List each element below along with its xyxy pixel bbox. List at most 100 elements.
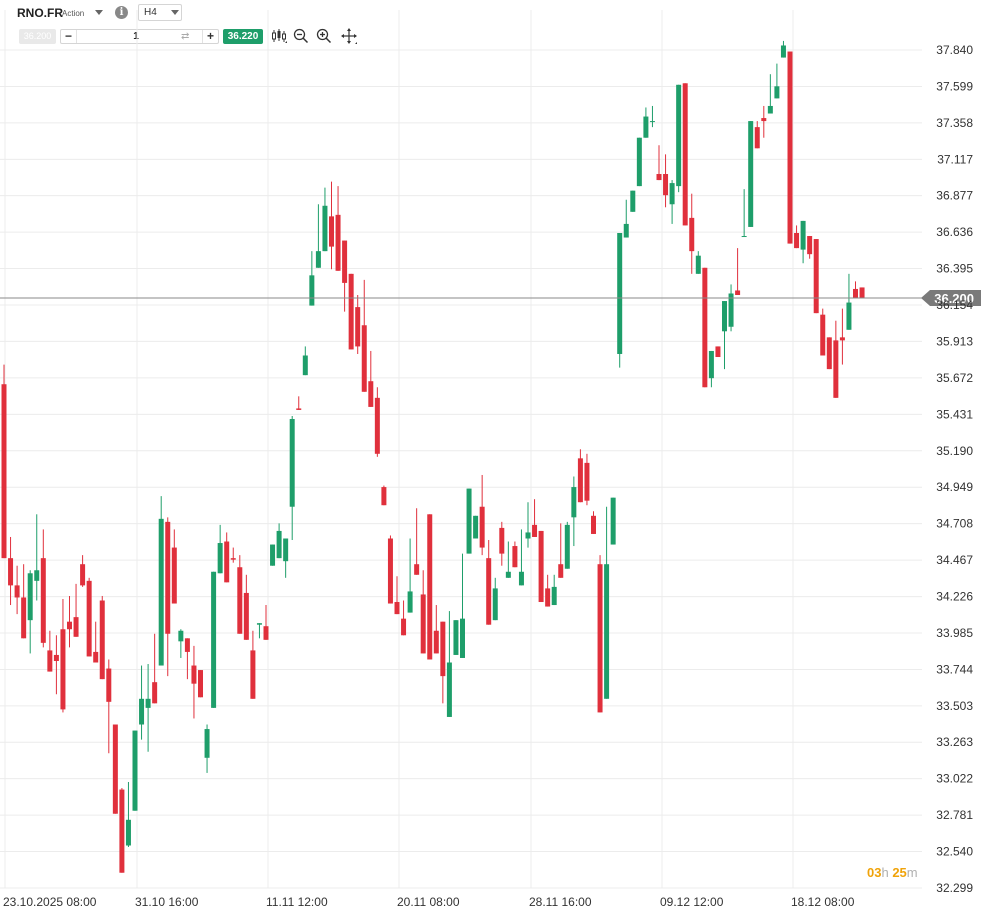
timeframe-dropdown-icon [171,10,179,15]
candle-body [708,350,714,379]
candle-body [800,220,806,250]
x-tick-label: 28.11 16:00 [529,895,592,909]
price-axis: 37.840 37.599 37.358 37.117 36.877 36.636 36.3… [936,43,973,895]
candle-body [302,355,308,376]
candle-body [525,532,531,539]
candle-body [21,597,27,639]
candle-body [283,538,289,562]
x-tick-label: 23.10.2025 08:00 [3,895,97,909]
candle-body [374,397,380,454]
candle-body [643,116,649,138]
candle-countdown: 03h 25m [867,865,918,880]
candle-body [479,506,485,548]
candle-body [217,543,223,574]
candle-body [604,564,610,699]
y-tick-label: 37.358 [936,116,973,130]
quantity-value[interactable]: 1 [133,31,139,42]
candle-body [597,564,603,713]
zoom-out-icon[interactable] [292,27,310,45]
candle-body [722,301,727,332]
candle-body [774,86,780,99]
candle-body [106,668,112,702]
candle-body [309,275,315,306]
candle-body [237,567,243,634]
info-icon[interactable]: i [115,6,128,19]
candle-body [466,488,472,554]
y-tick-label: 33.503 [936,699,973,713]
candle-body [27,573,33,621]
candle-body [492,588,498,621]
y-tick-label: 36.877 [936,189,973,203]
y-tick-label: 35.913 [936,334,973,348]
candle-body [119,789,125,873]
candle-body [394,602,400,615]
y-tick-label: 34.467 [936,553,973,567]
candle-body [807,236,813,255]
candle-body [551,586,557,606]
candle-body [204,729,210,758]
candle-body [715,346,721,358]
candle-body [276,530,282,559]
candle-body [348,273,354,350]
x-tick-label: 09.12 12:00 [660,895,724,909]
candle-body [512,546,518,568]
candle-body [656,174,662,181]
time-axis: 23.10.2025 08:00 31.10 16:00 11.11 12:00 20… [3,895,855,909]
x-tick-label: 31.10 16:00 [135,895,199,909]
candle-body [617,232,623,354]
chart-grid [0,10,922,889]
countdown-hours: 03 [867,865,882,880]
quantity-increase-button[interactable]: + [202,30,218,43]
candles-icon[interactable] [270,27,288,45]
candle-body [80,564,86,586]
candle-body [735,290,741,296]
quantity-stepper[interactable]: − 1 ⇄ + [60,29,219,44]
candle-body [636,137,642,187]
candle-body [165,521,171,634]
candle-body [381,487,387,506]
candle-body [125,819,131,846]
candle-body [73,617,79,637]
candle-body [322,205,328,252]
countdown-minutes-unit: m [906,865,918,880]
candle-body [178,630,184,642]
candle-body [505,571,511,578]
sell-price-button[interactable]: 36.200 [19,29,56,44]
candle-body [794,232,800,249]
y-tick-label: 34.226 [936,590,973,604]
y-tick-label: 33.985 [936,626,973,640]
candle-body [14,585,20,598]
current-price-label: 36.200 [934,291,974,306]
x-tick-label: 20.11 08:00 [397,895,460,909]
candle-body [433,630,439,654]
candle-body [846,302,852,330]
swap-icon[interactable]: ⇄ [181,31,190,42]
candle-body [243,592,249,640]
candle-body [1,384,7,559]
candle-body [453,620,459,655]
candle-body [53,654,59,661]
move-crosshair-icon[interactable] [340,27,358,45]
candle-body [139,698,145,725]
candle-body [767,105,773,114]
candle-body [184,638,190,652]
candle-body [198,670,203,698]
candle-body [669,183,675,205]
candle-body [564,524,570,569]
candle-body [230,558,236,560]
candle-body [152,682,158,704]
buy-price-button[interactable]: 36.220 [223,29,263,44]
timeframe-select[interactable]: H4 [138,4,182,21]
zoom-in-icon[interactable] [315,27,333,45]
y-tick-label: 37.117 [937,152,973,166]
quantity-decrease-button[interactable]: − [61,30,77,43]
candle-body [224,541,230,583]
candle-body [538,530,544,603]
y-tick-label: 34.708 [936,517,973,531]
symbol-dropdown-icon[interactable] [95,10,103,15]
candle-body [250,650,256,699]
candle-body [820,314,826,356]
y-tick-label: 36.395 [936,262,973,276]
candle-body [741,236,747,238]
